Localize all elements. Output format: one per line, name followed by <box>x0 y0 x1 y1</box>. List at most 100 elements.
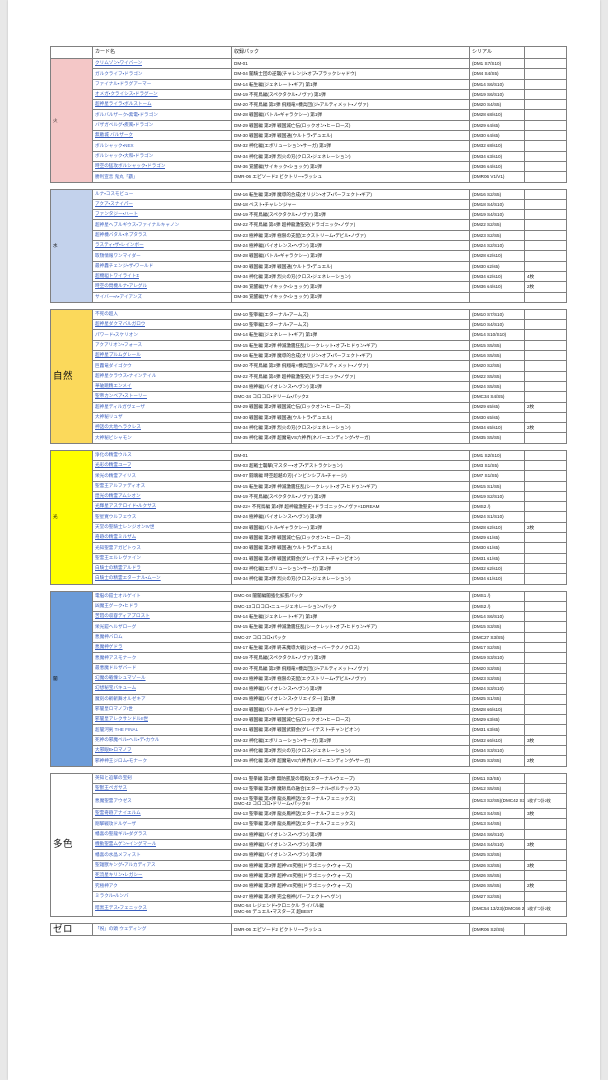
card-name-link[interactable]: 苦悶の収容ディアプロスト <box>95 613 150 619</box>
card-name-link[interactable]: 勝利宣言 鬼丸「覇」 <box>95 173 138 179</box>
card-name-cell[interactable]: 暗黒王デス・フェニックス <box>92 900 232 917</box>
card-name-cell[interactable]: ボルシャック・NEX <box>92 140 232 152</box>
card-name-link[interactable]: 取類情報ワンマイダー <box>95 252 141 258</box>
card-name-cell[interactable]: 奇跡の精霊ミルザム <box>92 532 232 544</box>
card-name-cell[interactable]: オメガ・クライシス・ドラグーン <box>92 88 232 101</box>
card-name-link[interactable]: 聖獣王ペガサス <box>95 785 128 791</box>
card-name-link[interactable]: 機動聖霊ムゲン・イングマール <box>95 841 157 847</box>
card-name-link[interactable]: 白騎士の精霊エターナル・ムーン <box>95 575 161 581</box>
card-name-link[interactable]: 奇跡の精霊ミルザム <box>95 534 137 540</box>
card-name-link[interactable]: 時空の閃機ルナ・アレグル <box>95 283 148 289</box>
card-name-link[interactable]: 浄化の精霊ウルス <box>95 451 132 457</box>
card-name-link[interactable]: 聖霊王エルレヴァイン <box>95 554 141 560</box>
card-name-cell[interactable]: バザガベルグ・疾風・ドラゴン <box>92 119 232 132</box>
card-name-link[interactable]: 最神轟チェンジ・ザ・ワールド <box>95 262 154 268</box>
card-name-link[interactable]: ファイナル・ドラグアーマー <box>95 80 152 86</box>
card-name-link[interactable]: 無敵城 バルザーク <box>95 132 134 138</box>
card-name-cell[interactable]: 幡喜の水晶メフィスト <box>92 849 232 861</box>
card-name-link[interactable]: 聖雄獣キング・アルカディアス <box>95 861 156 867</box>
card-name-link[interactable]: 不死の超人 <box>95 311 118 317</box>
card-name-cell[interactable]: 超神星クラウス・ナインテイル <box>92 370 232 382</box>
card-name-cell[interactable]: 最神轟チェンジ・ザ・ワールド <box>92 260 232 272</box>
card-name-link[interactable]: 超機組トワイライトΣ <box>95 273 140 279</box>
card-name-cell[interactable]: 究極神アク <box>92 880 232 892</box>
card-name-link[interactable]: 超神星プルムグレール <box>95 352 141 358</box>
card-name-cell[interactable]: 邪闇皇ロマノフI世 <box>92 703 232 716</box>
card-name-link[interactable]: 超神機バタル・ネプタラス <box>95 231 148 237</box>
card-name-cell[interactable]: 煌光の精霊アムシオン <box>92 490 232 503</box>
card-name-link[interactable]: 幻想秘宝バキューム <box>95 685 137 691</box>
card-name-link[interactable]: ガルクライフ・ドラゴン <box>95 70 143 76</box>
card-name-cell[interactable]: 光彩の精霊ユーフ <box>92 459 232 472</box>
card-name-cell[interactable]: アクアリオン・フォース <box>92 339 232 352</box>
card-name-link[interactable]: 煌光の精霊アムシオン <box>95 493 141 499</box>
card-name-link[interactable]: 時空の猛攻ボルシャック・ドラゴン <box>95 163 166 169</box>
card-name-link[interactable]: 華破跳精エンメイ <box>95 383 132 389</box>
card-name-cell[interactable]: 悪魔神バロム <box>92 631 232 644</box>
card-name-cell[interactable]: ファンタジー・ハート <box>92 209 232 221</box>
card-name-cell[interactable]: ボルシャック・大和・ドラゴン <box>92 150 232 162</box>
card-name-cell[interactable]: 栄光の精霊アイリス <box>92 470 232 482</box>
card-name-link[interactable]: 悪魔神バロム <box>95 633 123 639</box>
card-name-cell[interactable]: 大邪眼B・ロマノフ <box>92 744 232 757</box>
card-name-cell[interactable]: 大神秘ビシャモン <box>92 432 232 444</box>
card-name-link[interactable]: 英知と追撃の宝剣 <box>95 774 132 780</box>
card-name-cell[interactable]: 超神星ディルガヴェーザ <box>92 401 232 413</box>
card-name-link[interactable]: 光彩の精霊ユーフ <box>95 462 132 468</box>
card-name-cell[interactable]: 機動聖霊ムゲン・イングマール <box>92 839 232 851</box>
card-name-cell[interactable]: ラスティ・ザ・レインボー <box>92 240 232 252</box>
card-name-cell[interactable]: 聖帝カンベア・ストーリー <box>92 391 232 403</box>
card-name-link[interactable]: 聖帝カンベア・ストーリー <box>95 393 148 399</box>
card-name-cell[interactable]: ファイナル・ドラグアーマー <box>92 78 232 90</box>
card-name-link[interactable]: 聖霊奇跡アナイエルム <box>95 810 141 816</box>
card-name-link[interactable]: 最悪魔ドルザバード <box>95 664 137 670</box>
card-name-link[interactable]: 邪闇皇ロマノフI世 <box>95 706 133 712</box>
card-name-cell[interactable]: 大神秘リュザ <box>92 411 232 424</box>
card-name-link[interactable]: 悪魔神アスモナーク <box>95 654 137 660</box>
card-name-link[interactable]: 究極神アク <box>95 882 118 888</box>
card-name-link[interactable]: 聖星寛ウルフェウス <box>95 513 137 519</box>
card-name-cell[interactable]: 勝利宣言 鬼丸「覇」 <box>92 171 232 183</box>
card-name-link[interactable]: 栄光の精霊アイリス <box>95 472 137 478</box>
card-name-cell[interactable]: 無敵城 バルザーク <box>92 130 232 142</box>
card-name-link[interactable]: 「祝」の頭 ウェディング <box>95 926 147 932</box>
card-name-link[interactable]: 天堂の聖騎士レンジオンIV世 <box>95 524 155 529</box>
card-name-cell[interactable]: 超闇河剣 THE FINAL <box>92 724 232 736</box>
card-name-cell[interactable]: 取類情報ワンマイダー <box>92 250 232 262</box>
card-name-cell[interactable]: 浄化の精霊ウルス <box>92 449 232 461</box>
card-name-cell[interactable]: 天堂の聖騎士レンジオンIV世 <box>92 521 232 534</box>
card-name-cell[interactable]: ガルクライフ・ドラゴン <box>92 68 232 80</box>
card-name-cell[interactable]: 魔刻の斬斬舞オルゼキア <box>92 693 232 705</box>
card-name-link[interactable]: ファンタジー・ハート <box>95 211 138 217</box>
card-name-cell[interactable]: 死神の邪魔ベル・ヘル・デ・カウル <box>92 734 232 747</box>
card-name-link[interactable]: 超神星ディルガヴェーザ <box>95 403 145 409</box>
card-name-cell[interactable]: ルナ・コスモビュー <box>92 188 232 200</box>
card-name-link[interactable]: 魔刻の斬斬舞オルゼキア <box>95 695 146 701</box>
card-name-cell[interactable]: 聖雄獣キング・アルカディアス <box>92 859 232 871</box>
card-name-link[interactable]: アクア・スナイパー <box>95 201 133 207</box>
card-name-cell[interactable]: 電脳の鎧士オルゲイト <box>92 590 232 602</box>
card-name-cell[interactable]: 幻想秘宝バキューム <box>92 683 232 695</box>
card-name-link[interactable]: 超闇河剣 THE FINAL <box>95 726 139 732</box>
card-name-link[interactable]: 白騎士の精霊アルドラ <box>95 565 141 571</box>
card-name-link[interactable]: 暗黒王デス・フェニックス <box>95 905 147 911</box>
card-name-link[interactable]: 光輝星アステロイド・ルクサス <box>95 503 157 509</box>
card-name-cell[interactable]: 時空の閃機ルナ・アレグル <box>92 281 232 293</box>
card-name-cell[interactable]: 聖星寛ウルフェウス <box>92 511 232 523</box>
card-name-cell[interactable]: 最悪魔ドルザバード <box>92 662 232 674</box>
card-name-link[interactable]: 死流星キリン・レガシー <box>95 872 143 878</box>
card-name-cell[interactable]: 超神機バタル・ネプタラス <box>92 229 232 242</box>
card-name-cell[interactable]: アクア・スナイパー <box>92 198 232 211</box>
card-name-link[interactable]: バザガベルグ・疾風・ドラゴン <box>95 122 154 128</box>
card-name-link[interactable]: 邪闇皇アレクサンドルII世 <box>95 716 149 722</box>
card-name-link[interactable]: 栄光鎧ヘルザローグ <box>95 623 137 629</box>
card-name-link[interactable]: 幡喜の聖龍ギル・ダグラス <box>95 831 148 837</box>
card-name-link[interactable]: 大神秘ビシャモン <box>95 434 132 440</box>
card-name-cell[interactable]: ボルバルザーク・紫電・ドラゴン <box>92 109 232 121</box>
card-name-link[interactable]: 電脳の鎧士オルゲイト <box>95 592 141 598</box>
card-name-cell[interactable]: パワード・スケリオン <box>92 329 232 341</box>
card-name-cell[interactable]: 邪闇皇アレクサンドルII世 <box>92 714 232 726</box>
card-name-link[interactable]: オメガ・クライシス・ドラグーン <box>95 91 158 97</box>
card-name-cell[interactable]: 華破跳精エンメイ <box>92 380 232 393</box>
card-name-link[interactable]: サイバー・A・アイアンズ <box>95 293 142 299</box>
